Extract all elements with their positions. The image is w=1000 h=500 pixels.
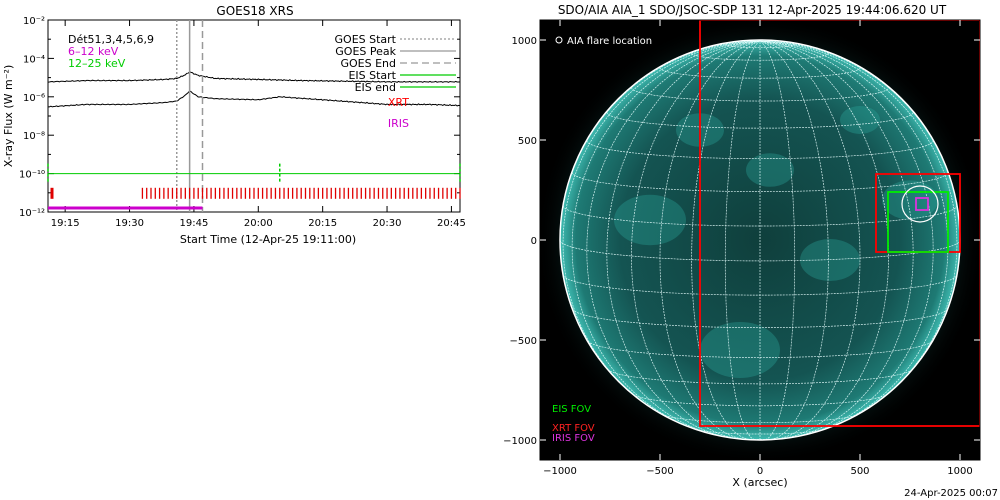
latitude-line bbox=[632, 394, 888, 407]
longitude-line bbox=[659, 40, 761, 440]
x-tick-label: 19:15 bbox=[51, 218, 80, 229]
y-tick-label: 10⁻² bbox=[23, 16, 45, 27]
flare-legend-label: AIA flare location bbox=[567, 36, 652, 47]
fov-boxes bbox=[699, 20, 980, 427]
x-tick-label: 20:30 bbox=[373, 218, 402, 229]
longitude-line bbox=[586, 40, 761, 438]
right-title: SDO/AIA AIA_1 SDO/JSOC-SDP 131 12-Apr-20… bbox=[558, 3, 947, 17]
x-tick-label: 20:45 bbox=[437, 218, 466, 229]
event-legend-label: GOES Start bbox=[335, 33, 397, 46]
left-xlabel: Start Time (12-Apr-25 19:11:00) bbox=[180, 233, 356, 246]
y-tick-label: −500 bbox=[510, 336, 537, 347]
x-tick-label: 19:30 bbox=[115, 218, 144, 229]
left-ylabel: X-ray Flux (W m⁻²) bbox=[2, 65, 15, 167]
heliographic-grid bbox=[560, 40, 960, 440]
aia-image-plot: −1000 −500 0 500 1000 −1000 −500 0 500 1000 bbox=[503, 19, 981, 477]
left-title: GOES18 XRS bbox=[216, 4, 293, 18]
y-tick-label: 10⁻¹² bbox=[19, 208, 45, 219]
x-tick-label: −1000 bbox=[543, 466, 577, 477]
left-x-axis: 19:15 19:30 19:45 20:00 20:15 20:30 20:45 bbox=[51, 20, 466, 229]
left-marker-group bbox=[47, 20, 461, 212]
eis-fov-box bbox=[887, 191, 949, 253]
y-tick-label: 10⁻⁶ bbox=[23, 93, 45, 104]
bright-patch bbox=[700, 322, 780, 378]
event-legend-label: EIS Start bbox=[348, 69, 396, 82]
x-tick-label: 1000 bbox=[947, 466, 972, 477]
x-tick-label: 500 bbox=[850, 466, 869, 477]
bright-patch bbox=[800, 239, 860, 281]
bright-patch bbox=[614, 194, 686, 246]
y-tick-label: 10⁻¹⁰ bbox=[19, 170, 45, 181]
longitude-line bbox=[759, 40, 958, 410]
bright-patch bbox=[746, 153, 794, 187]
left-series-group bbox=[47, 71, 461, 108]
right-xlabel: X (arcsec) bbox=[732, 476, 787, 489]
x-tick-label: 20:00 bbox=[244, 218, 273, 229]
eis-fov-label: EIS FOV bbox=[552, 404, 591, 415]
latitude-line bbox=[571, 171, 949, 192]
longitude-line bbox=[606, 40, 761, 438]
longitude-line bbox=[759, 40, 934, 438]
x-tick-label: −500 bbox=[646, 466, 673, 477]
latitude-line bbox=[607, 369, 913, 385]
left-y-axis: 10⁻¹² 10⁻¹⁰ 10⁻⁸ 10⁻⁶ 10⁻⁴ 10⁻² bbox=[19, 16, 460, 219]
xrt-fov-box bbox=[699, 20, 980, 427]
legend-12-25kev: 12–25 keV bbox=[68, 57, 126, 70]
event-legend-label: EIS end bbox=[355, 81, 396, 94]
flux-series-1 bbox=[48, 90, 461, 108]
footer-timestamp: 24-Apr-2025 00:07 bbox=[904, 488, 998, 499]
channels-label: Dét51,3,4,5,6,9 bbox=[68, 33, 154, 46]
xrt-marks bbox=[50, 187, 461, 199]
event-legend-label: GOES End bbox=[340, 57, 396, 70]
longitude-line bbox=[759, 40, 861, 440]
bright-patch bbox=[840, 106, 880, 134]
event-legend-label: GOES Peak bbox=[335, 45, 396, 58]
x-tick-label: 20:15 bbox=[308, 218, 337, 229]
longitude-line bbox=[631, 40, 761, 440]
latitude-line bbox=[662, 414, 858, 424]
latitude-line bbox=[606, 112, 914, 129]
xrt-fov-label: XRT FOV bbox=[552, 423, 595, 434]
y-tick-label: 10⁻⁸ bbox=[23, 131, 45, 142]
legend-xrt: XRT bbox=[388, 96, 409, 109]
y-tick-label: 500 bbox=[518, 136, 537, 147]
longitude-line bbox=[691, 40, 761, 440]
iris-fov-box bbox=[915, 197, 929, 211]
longitude-line bbox=[571, 40, 761, 432]
y-tick-label: −1000 bbox=[503, 436, 537, 447]
y-tick-label: 10⁻⁴ bbox=[23, 54, 45, 65]
legend-6-12kev: 6–12 keV bbox=[68, 45, 119, 58]
right-axes: −1000 −500 0 500 1000 −1000 −500 0 500 1000 bbox=[503, 20, 980, 477]
y-tick-label: 0 bbox=[531, 236, 537, 247]
y-tick-label: 1000 bbox=[512, 36, 537, 47]
longitude-line bbox=[759, 40, 829, 440]
flux-series-0 bbox=[47, 71, 461, 83]
longitude-line bbox=[724, 40, 761, 440]
longitude-line bbox=[759, 40, 796, 440]
x-tick-label: 19:45 bbox=[180, 218, 209, 229]
x-tick-label: 0 bbox=[757, 466, 763, 477]
longitude-line bbox=[759, 40, 914, 438]
flare-location-circle bbox=[901, 185, 939, 223]
longitude-line bbox=[562, 40, 761, 410]
longitude-line bbox=[759, 40, 949, 432]
flare-legend-marker bbox=[555, 36, 563, 44]
iris-fov-label: IRIS FOV bbox=[552, 433, 595, 444]
legend-iris: IRIS bbox=[388, 117, 409, 130]
